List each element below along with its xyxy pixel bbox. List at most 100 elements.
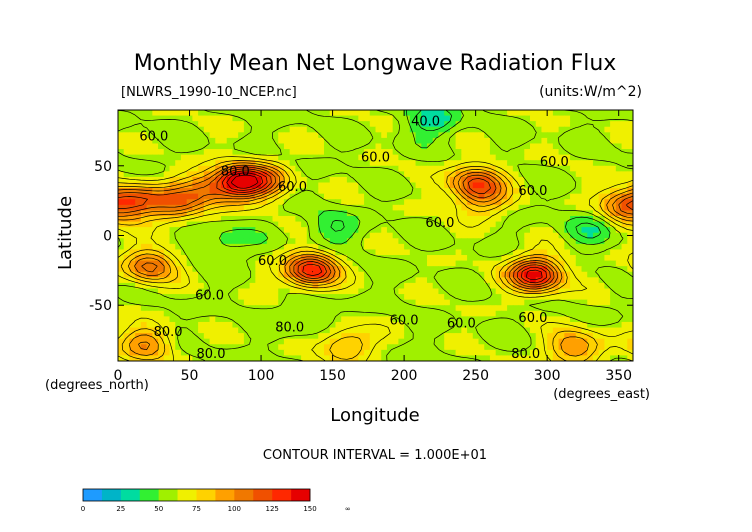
heatmap-cell [524, 277, 531, 284]
heatmap-cell [558, 232, 565, 239]
heatmap-cell [409, 171, 417, 178]
heatmap-cell [501, 165, 508, 172]
heatmap-cell [581, 349, 588, 357]
heatmap-cell [146, 182, 153, 189]
contour-line [118, 156, 633, 361]
heatmap-cell [386, 176, 394, 184]
heatmap-cell [421, 344, 428, 351]
heatmap-cell [535, 282, 543, 290]
heatmap-cell [129, 344, 136, 351]
heatmap-cell [226, 132, 234, 139]
heatmap-cell [421, 210, 428, 217]
heatmap-cell [621, 338, 628, 345]
heatmap-cell [432, 338, 440, 345]
heatmap-cell [421, 282, 428, 290]
heatmap-cell [146, 294, 153, 301]
heatmap-cell [415, 305, 422, 312]
heatmap-cell [489, 299, 497, 306]
heatmap-cell [238, 149, 245, 156]
heatmap-cell [192, 349, 199, 357]
heatmap-cell [118, 154, 125, 161]
heatmap-cell [369, 188, 377, 195]
heatmap-cell [467, 204, 474, 211]
heatmap-cell [409, 277, 417, 284]
heatmap-cell [432, 249, 440, 256]
heatmap-cell [438, 338, 445, 345]
heatmap-cell [221, 171, 228, 178]
heatmap-cell [369, 310, 377, 317]
heatmap-cell [324, 204, 331, 211]
heatmap-cell [375, 316, 382, 323]
heatmap-cell [449, 277, 457, 284]
heatmap-cell [421, 310, 428, 317]
heatmap-cell [346, 176, 354, 184]
heatmap-cell [489, 154, 497, 161]
heatmap-cell [243, 238, 251, 245]
heatmap-cell [255, 249, 262, 256]
heatmap-cell [238, 227, 245, 234]
heatmap-cell [438, 171, 445, 178]
heatmap-cell [610, 126, 617, 133]
heatmap-cell [484, 333, 491, 340]
heatmap-cell [135, 238, 142, 245]
heatmap-cell [512, 260, 520, 267]
heatmap-cell [209, 266, 216, 273]
heatmap-cell [558, 126, 565, 133]
heatmap-cell [261, 294, 268, 301]
heatmap-cell [140, 204, 148, 211]
heatmap-cell [335, 232, 342, 239]
heatmap-cell [266, 282, 274, 290]
heatmap-cell [352, 282, 359, 290]
heatmap-cell [215, 294, 222, 301]
heatmap-cell [140, 271, 148, 278]
heatmap-cell [404, 277, 411, 284]
heatmap-cell [266, 221, 274, 228]
heatmap-cell [198, 126, 205, 133]
heatmap-cell [575, 171, 583, 178]
heatmap-cell [444, 260, 451, 267]
heatmap-cell [621, 355, 628, 361]
heatmap-cell [301, 321, 308, 329]
heatmap-cell [209, 316, 216, 323]
heatmap-cell [398, 143, 405, 150]
heatmap-cell [318, 349, 325, 357]
heatmap-cell [324, 171, 331, 178]
heatmap-cell [461, 232, 468, 239]
heatmap-cell [552, 221, 560, 228]
heatmap-cell [169, 165, 176, 172]
heatmap-cell [261, 305, 268, 312]
heatmap-cell [180, 327, 188, 334]
heatmap-cell [547, 221, 554, 228]
heatmap-cell [547, 215, 554, 223]
heatmap-cell [467, 210, 474, 217]
heatmap-cell [398, 126, 405, 133]
heatmap-cell [198, 143, 205, 150]
heatmap-cell [226, 193, 234, 200]
heatmap-cell [169, 221, 176, 228]
heatmap-cell [255, 277, 262, 284]
heatmap-cell [570, 126, 577, 133]
heatmap-cell [175, 165, 182, 172]
heatmap-cell [146, 227, 153, 234]
heatmap-cell [318, 182, 325, 189]
heatmap-cell [335, 110, 342, 117]
heatmap-cell [221, 310, 228, 317]
heatmap-cell [169, 154, 176, 161]
heatmap-cell [324, 349, 331, 357]
heatmap-cell [501, 255, 508, 262]
heatmap-cell [404, 165, 411, 172]
heatmap-cell [289, 238, 296, 245]
heatmap-cell [535, 255, 543, 262]
heatmap-cell [238, 243, 245, 251]
heatmap-cell [518, 137, 525, 145]
heatmap-cell [547, 243, 554, 251]
heatmap-cell [289, 227, 296, 234]
heatmap-cell [238, 154, 245, 161]
heatmap-cell [163, 355, 171, 361]
heatmap-cell [209, 271, 216, 278]
heatmap-cell [255, 121, 262, 128]
heatmap-cell [398, 193, 405, 200]
heatmap-cell [564, 204, 571, 211]
heatmap-cell [627, 154, 633, 161]
heatmap-cell [329, 333, 337, 340]
